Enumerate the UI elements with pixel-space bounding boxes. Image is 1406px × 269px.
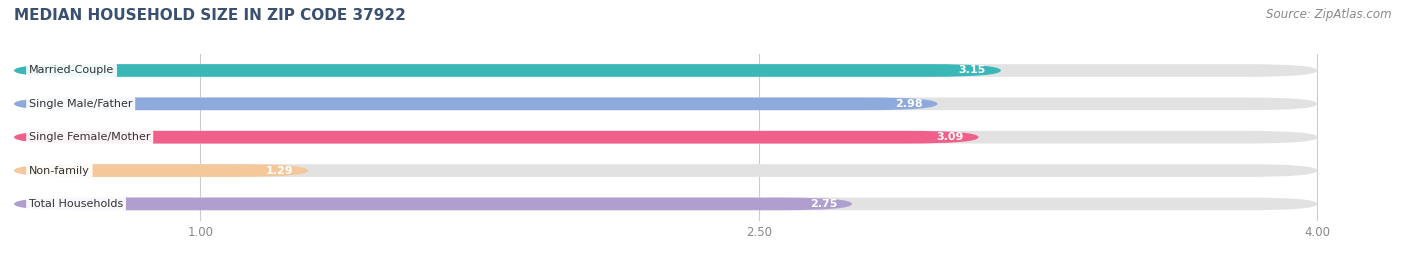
Text: 1.29: 1.29 — [266, 165, 294, 176]
FancyBboxPatch shape — [14, 164, 308, 177]
Text: 2.98: 2.98 — [896, 99, 922, 109]
Text: Source: ZipAtlas.com: Source: ZipAtlas.com — [1267, 8, 1392, 21]
Text: 3.09: 3.09 — [936, 132, 963, 142]
FancyBboxPatch shape — [14, 131, 1317, 144]
FancyBboxPatch shape — [14, 97, 1317, 110]
FancyBboxPatch shape — [14, 97, 938, 110]
Text: MEDIAN HOUSEHOLD SIZE IN ZIP CODE 37922: MEDIAN HOUSEHOLD SIZE IN ZIP CODE 37922 — [14, 8, 406, 23]
Text: Total Households: Total Households — [30, 199, 124, 209]
Text: 2.75: 2.75 — [810, 199, 837, 209]
FancyBboxPatch shape — [14, 64, 1001, 77]
Text: Single Male/Father: Single Male/Father — [30, 99, 132, 109]
FancyBboxPatch shape — [14, 64, 1317, 77]
FancyBboxPatch shape — [14, 197, 852, 210]
Text: 3.15: 3.15 — [959, 65, 986, 76]
FancyBboxPatch shape — [14, 164, 1317, 177]
FancyBboxPatch shape — [14, 197, 1317, 210]
Text: Married-Couple: Married-Couple — [30, 65, 114, 76]
Text: Single Female/Mother: Single Female/Mother — [30, 132, 150, 142]
FancyBboxPatch shape — [14, 131, 979, 144]
Text: Non-family: Non-family — [30, 165, 90, 176]
